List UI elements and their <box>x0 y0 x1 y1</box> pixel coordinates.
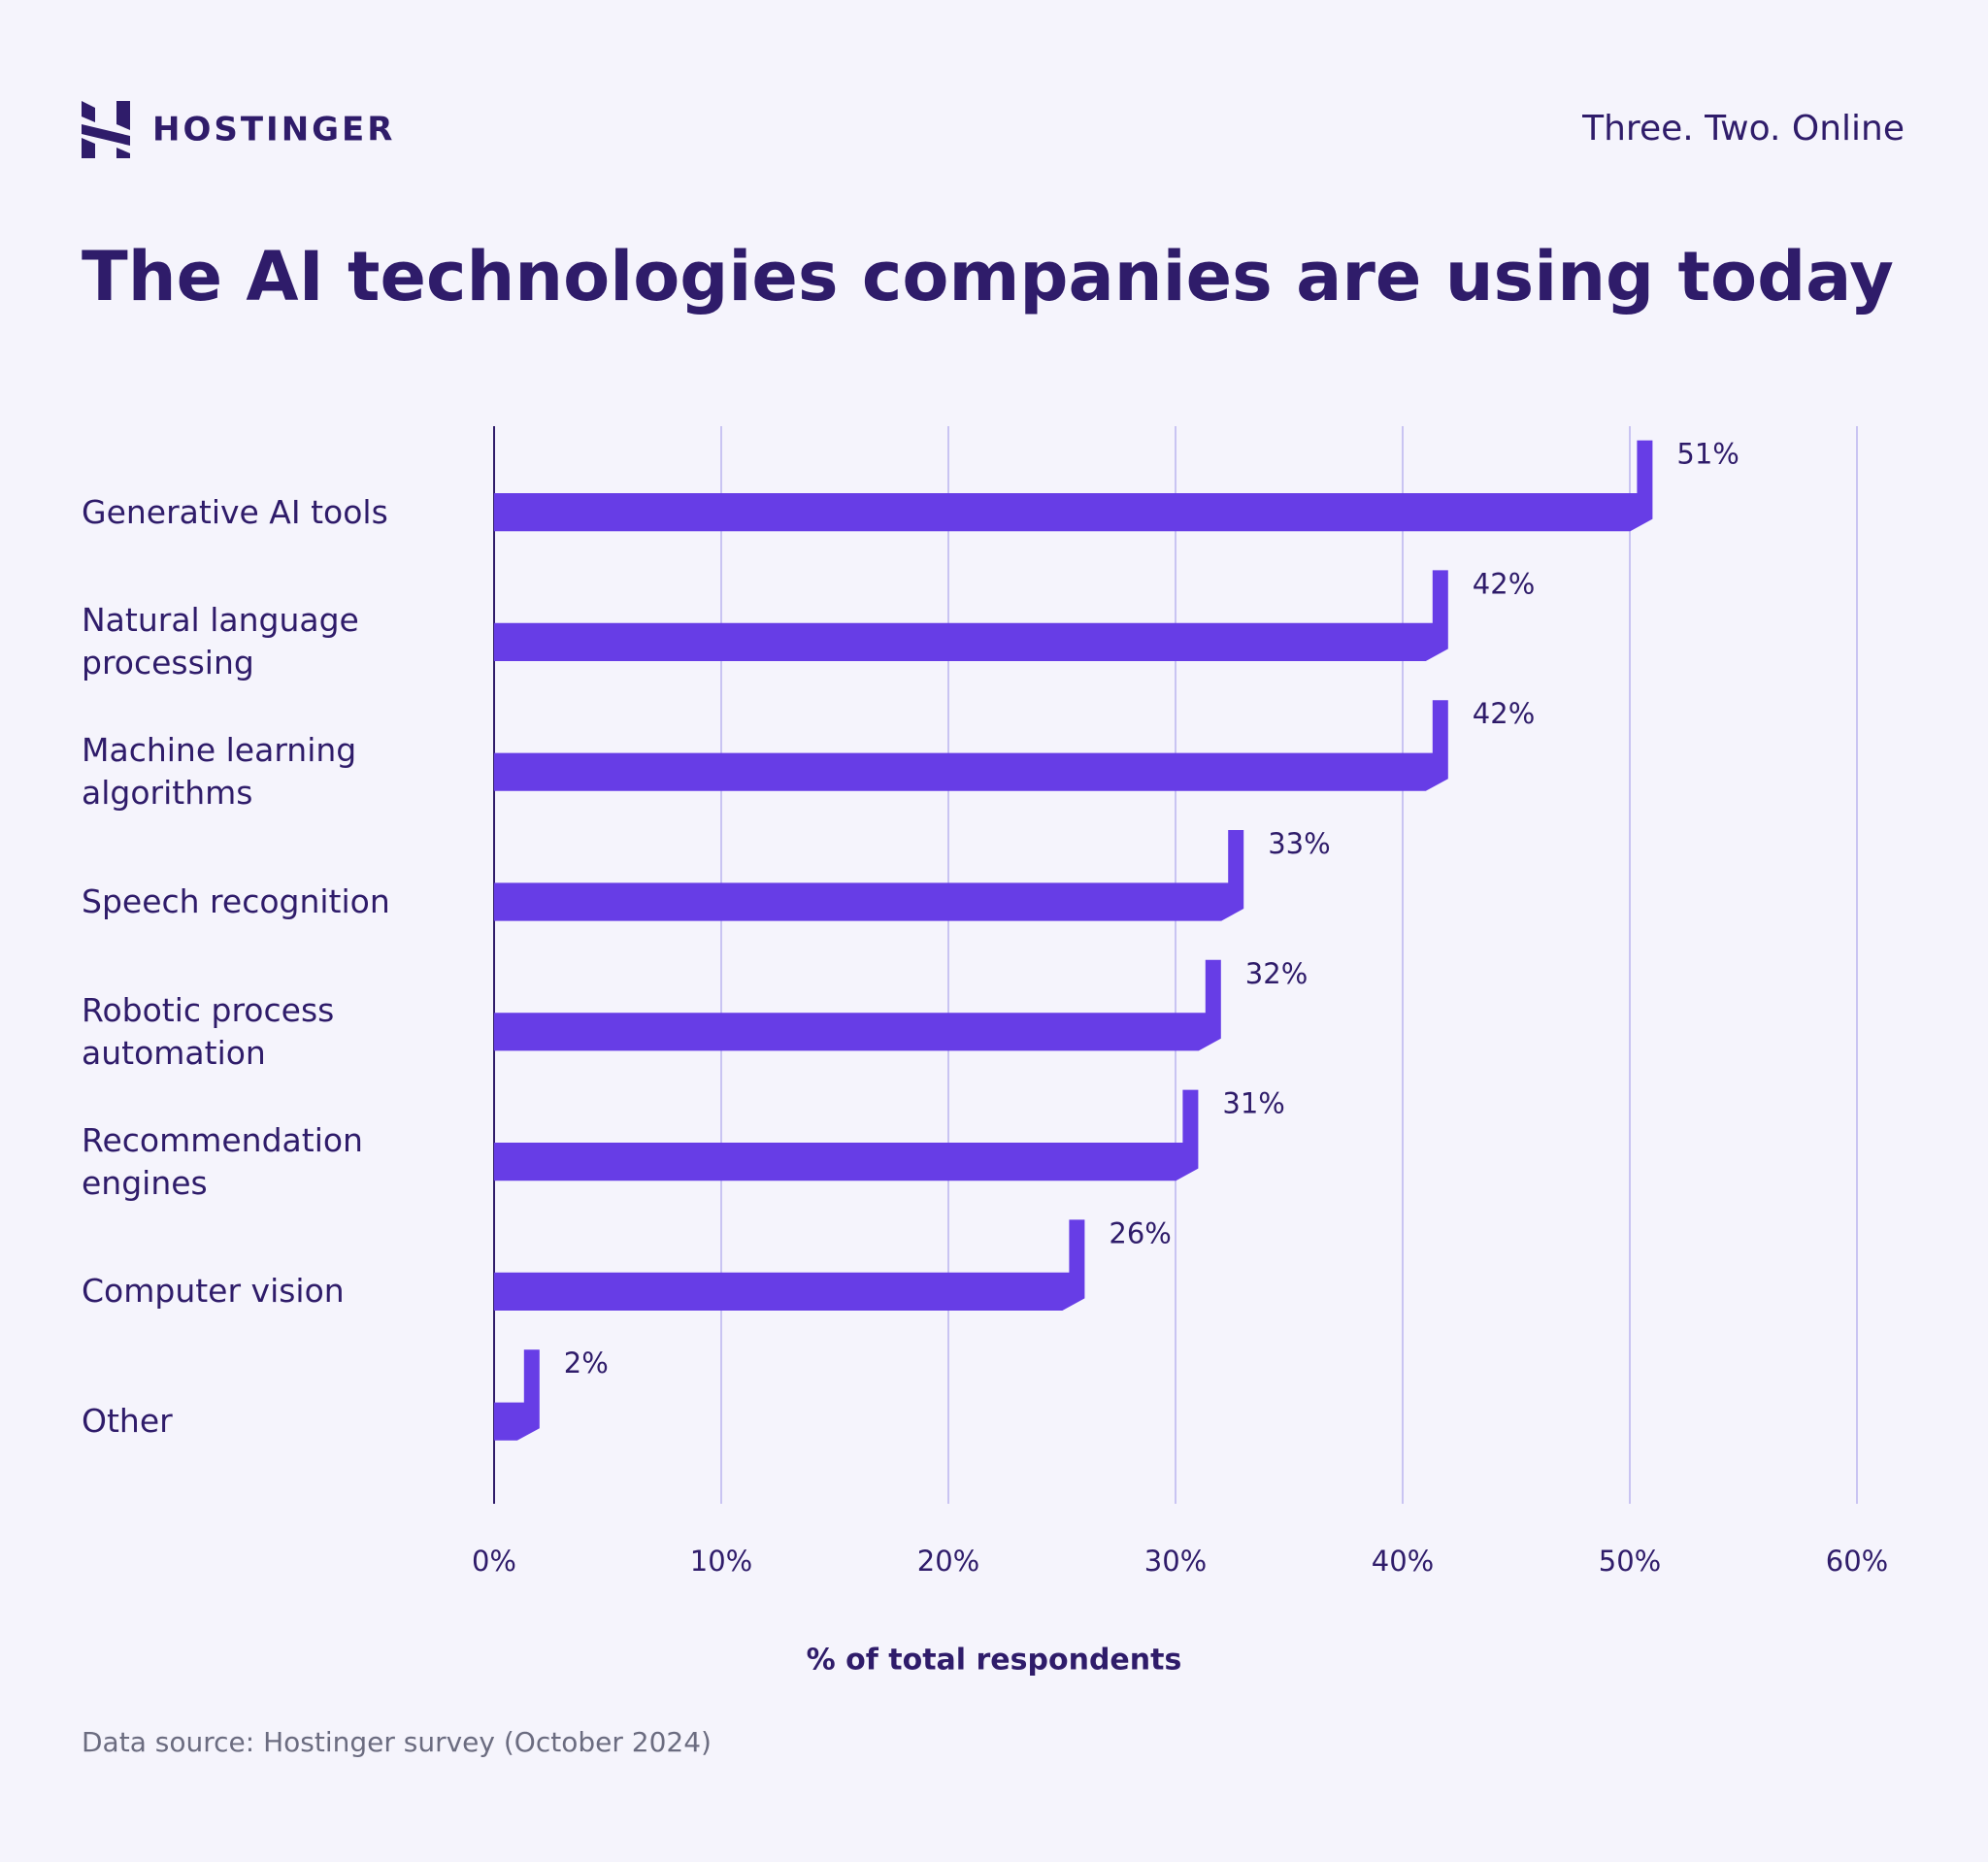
value-label: 26% <box>1109 1216 1171 1249</box>
bar <box>494 959 1221 1051</box>
value-label: 32% <box>1245 957 1308 990</box>
category-label: Recommendation engines <box>82 1120 363 1202</box>
category-label: Machine learning algorithms <box>82 731 357 813</box>
bar <box>494 700 1448 791</box>
bar <box>494 440 1653 532</box>
chart-title: The AI technologies companies are using … <box>82 237 1894 316</box>
bar <box>494 570 1448 661</box>
value-label: 2% <box>564 1347 609 1380</box>
brand: HOSTINGER <box>152 111 395 150</box>
bar <box>494 1219 1085 1311</box>
value-label: 33% <box>1268 827 1330 860</box>
category-label: Other <box>82 1402 173 1441</box>
value-label: 31% <box>1222 1087 1284 1120</box>
x-tick-label: 60% <box>1826 1545 1888 1578</box>
category-label: Computer vision <box>82 1272 345 1311</box>
x-tick-label: 50% <box>1599 1545 1661 1578</box>
value-label: 42% <box>1473 567 1535 600</box>
x-tick-label: 10% <box>690 1545 752 1578</box>
logo <box>82 101 130 158</box>
bar <box>494 1089 1199 1181</box>
category-label: Generative AI tools <box>82 492 388 531</box>
x-tick-label: 20% <box>917 1545 979 1578</box>
category-label: Robotic process automation <box>82 990 335 1072</box>
x-tick-label: 0% <box>472 1545 516 1578</box>
x-tick-label: 30% <box>1144 1545 1207 1578</box>
tagline: Three. Two. Online <box>1581 109 1905 149</box>
category-label: Speech recognition <box>82 882 390 920</box>
value-label: 51% <box>1676 438 1739 471</box>
value-label: 42% <box>1473 697 1535 730</box>
bar <box>494 830 1244 921</box>
source: Data source: Hostinger survey (October 2… <box>82 1726 712 1758</box>
x-axis-label: % of total respondents <box>807 1644 1182 1678</box>
bar <box>494 1349 540 1441</box>
x-tick-label: 40% <box>1372 1545 1434 1578</box>
category-label: Natural language processing <box>82 601 359 682</box>
